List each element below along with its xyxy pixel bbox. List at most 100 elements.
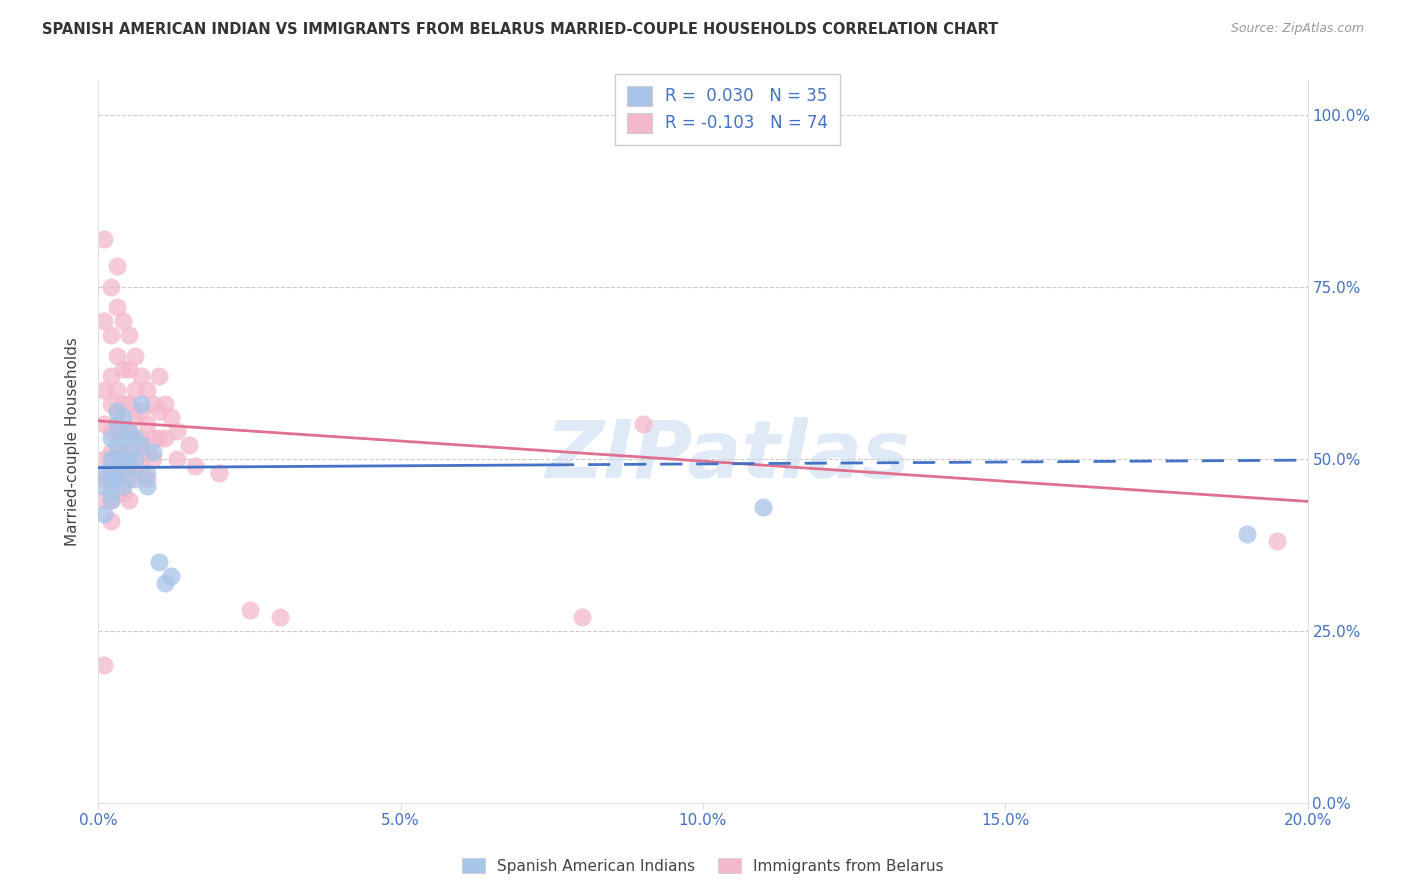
- Point: [105, 417, 128, 432]
- Point: [118, 362, 141, 376]
- Point: [111, 410, 134, 425]
- Point: [118, 397, 141, 411]
- Point: [93, 479, 115, 493]
- Point: [631, 417, 654, 432]
- Point: [111, 451, 134, 466]
- Point: [129, 397, 152, 411]
- Point: [118, 424, 141, 438]
- Point: [100, 458, 122, 473]
- Point: [1236, 527, 1258, 541]
- Point: [111, 445, 134, 459]
- Point: [118, 472, 141, 486]
- Point: [148, 369, 170, 384]
- Point: [142, 397, 165, 411]
- Point: [184, 458, 207, 473]
- Point: [124, 410, 146, 425]
- Point: [129, 403, 152, 417]
- Point: [118, 424, 141, 438]
- Point: [153, 431, 176, 445]
- Point: [105, 486, 128, 500]
- Point: [153, 397, 176, 411]
- Point: [142, 445, 165, 459]
- Y-axis label: Married-couple Households: Married-couple Households: [65, 337, 80, 546]
- Point: [93, 231, 115, 245]
- Point: [93, 472, 115, 486]
- Text: ZIPatlas: ZIPatlas: [544, 417, 910, 495]
- Point: [100, 424, 122, 438]
- Point: [129, 438, 152, 452]
- Point: [105, 438, 128, 452]
- Point: [752, 500, 775, 514]
- Point: [129, 431, 152, 445]
- Point: [160, 410, 183, 425]
- Point: [571, 610, 593, 624]
- Point: [100, 493, 122, 508]
- Point: [142, 431, 165, 445]
- Point: [124, 472, 146, 486]
- Point: [105, 466, 128, 480]
- Point: [105, 403, 128, 417]
- Point: [93, 417, 115, 432]
- Point: [105, 383, 128, 397]
- Point: [100, 397, 122, 411]
- Point: [111, 314, 134, 328]
- Point: [100, 486, 122, 500]
- Point: [93, 451, 115, 466]
- Point: [111, 424, 134, 438]
- Point: [105, 403, 128, 417]
- Point: [93, 507, 115, 521]
- Point: [100, 445, 122, 459]
- Point: [124, 431, 146, 445]
- Point: [124, 466, 146, 480]
- Point: [93, 493, 115, 508]
- Point: [118, 445, 141, 459]
- Point: [105, 445, 128, 459]
- Point: [100, 327, 122, 342]
- Point: [135, 445, 157, 459]
- Point: [148, 403, 170, 417]
- Point: [100, 451, 122, 466]
- Point: [166, 451, 188, 466]
- Point: [269, 610, 291, 624]
- Point: [100, 431, 122, 445]
- Point: [111, 479, 134, 493]
- Point: [208, 466, 231, 480]
- Point: [166, 424, 188, 438]
- Point: [93, 383, 115, 397]
- Point: [124, 349, 146, 363]
- Point: [135, 466, 157, 480]
- Point: [239, 603, 262, 617]
- Point: [118, 451, 141, 466]
- Point: [135, 472, 157, 486]
- Point: [124, 383, 146, 397]
- Point: [1267, 534, 1289, 549]
- Point: [111, 362, 134, 376]
- Point: [118, 327, 141, 342]
- Point: [142, 451, 165, 466]
- Point: [105, 259, 128, 273]
- Point: [135, 383, 157, 397]
- Point: [100, 279, 122, 293]
- Point: [111, 486, 134, 500]
- Point: [111, 466, 134, 480]
- Legend: Spanish American Indians, Immigrants from Belarus: Spanish American Indians, Immigrants fro…: [456, 852, 950, 880]
- Point: [124, 451, 146, 466]
- Text: SPANISH AMERICAN INDIAN VS IMMIGRANTS FROM BELARUS MARRIED-COUPLE HOUSEHOLDS COR: SPANISH AMERICAN INDIAN VS IMMIGRANTS FR…: [42, 22, 998, 37]
- Point: [93, 314, 115, 328]
- Point: [179, 438, 201, 452]
- Point: [105, 301, 128, 315]
- Point: [118, 458, 141, 473]
- Point: [135, 479, 157, 493]
- Point: [153, 575, 176, 590]
- Point: [93, 658, 115, 673]
- Point: [100, 472, 122, 486]
- Point: [118, 493, 141, 508]
- Point: [105, 451, 128, 466]
- Point: [105, 349, 128, 363]
- Point: [100, 466, 122, 480]
- Point: [111, 431, 134, 445]
- Point: [105, 466, 128, 480]
- Point: [105, 424, 128, 438]
- Point: [129, 369, 152, 384]
- Point: [135, 417, 157, 432]
